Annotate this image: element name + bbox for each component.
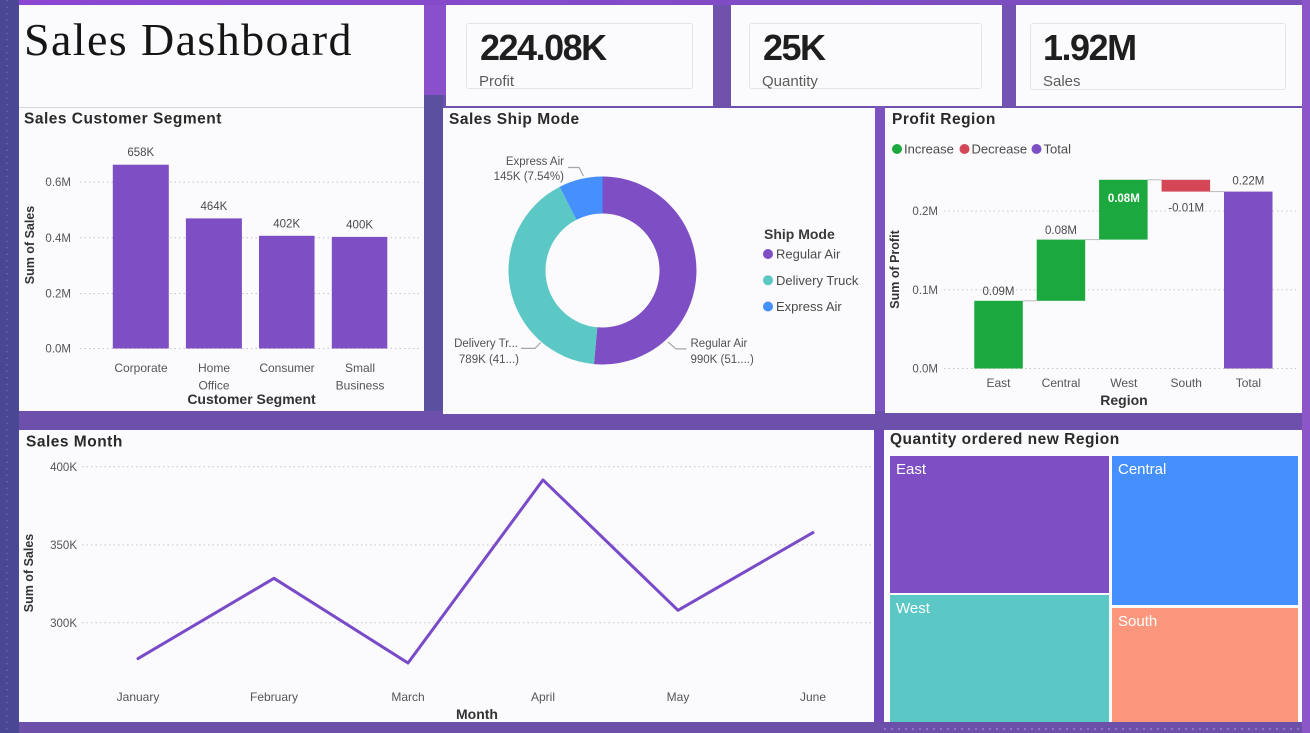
svg-text:402K: 402K bbox=[273, 219, 300, 231]
svg-text:Sum of Sales: Sum of Sales bbox=[23, 206, 37, 285]
svg-text:Corporate: Corporate bbox=[114, 361, 168, 375]
svg-text:0.6M: 0.6M bbox=[45, 177, 71, 189]
svg-text:0.1M: 0.1M bbox=[912, 285, 938, 297]
svg-text:0.22M: 0.22M bbox=[1232, 176, 1264, 188]
svg-text:Month: Month bbox=[456, 706, 498, 722]
svg-text:0.08M: 0.08M bbox=[1045, 225, 1077, 237]
svg-text:West: West bbox=[1110, 376, 1138, 390]
svg-text:0.09M: 0.09M bbox=[983, 286, 1015, 298]
svg-text:300K: 300K bbox=[50, 618, 77, 630]
svg-text:Express Air: Express Air bbox=[776, 299, 842, 314]
svg-text:Business: Business bbox=[336, 379, 385, 393]
svg-text:April: April bbox=[531, 690, 555, 704]
svg-text:Sales Customer Segment: Sales Customer Segment bbox=[24, 111, 222, 128]
svg-text:Regular Air: Regular Air bbox=[776, 247, 841, 262]
svg-text:Decrease: Decrease bbox=[972, 142, 1028, 157]
svg-text:Delivery Truck: Delivery Truck bbox=[776, 273, 859, 288]
svg-text:February: February bbox=[250, 690, 298, 704]
svg-text:Express Air: Express Air bbox=[506, 156, 564, 168]
svg-text:Sales Month: Sales Month bbox=[26, 434, 123, 451]
svg-text:Home: Home bbox=[198, 361, 230, 375]
svg-text:Increase: Increase bbox=[904, 142, 954, 157]
svg-text:January: January bbox=[117, 690, 160, 704]
svg-text:Total: Total bbox=[1044, 142, 1072, 157]
svg-text:Office: Office bbox=[198, 379, 229, 393]
svg-text:Ship Mode: Ship Mode bbox=[764, 226, 835, 242]
svg-text:0.08M: 0.08M bbox=[1108, 193, 1140, 205]
svg-text:400K: 400K bbox=[346, 220, 373, 232]
svg-text:Region: Region bbox=[1100, 392, 1147, 408]
svg-text:Profit Region: Profit Region bbox=[892, 111, 996, 128]
svg-text:June: June bbox=[800, 690, 826, 704]
svg-text:0.0M: 0.0M bbox=[45, 344, 71, 356]
svg-text:Sales Ship Mode: Sales Ship Mode bbox=[449, 111, 580, 128]
svg-text:Customer Segment: Customer Segment bbox=[187, 391, 316, 407]
svg-text:145K (7.54%): 145K (7.54%) bbox=[494, 171, 564, 183]
svg-text:Regular Air: Regular Air bbox=[691, 338, 748, 350]
svg-text:March: March bbox=[391, 690, 424, 704]
svg-text:May: May bbox=[667, 690, 690, 704]
svg-text:464K: 464K bbox=[200, 201, 227, 213]
svg-text:658K: 658K bbox=[127, 147, 154, 159]
svg-text:Delivery Tr...: Delivery Tr... bbox=[454, 338, 518, 350]
svg-text:350K: 350K bbox=[50, 540, 77, 552]
svg-text:0.0M: 0.0M bbox=[912, 364, 938, 376]
svg-text:South: South bbox=[1171, 376, 1202, 390]
svg-text:Sum of Profit: Sum of Profit bbox=[888, 229, 902, 308]
svg-text:400K: 400K bbox=[50, 462, 77, 474]
svg-text:990K (51....): 990K (51....) bbox=[691, 354, 754, 366]
svg-text:0.2M: 0.2M bbox=[912, 206, 938, 218]
svg-text:789K (41...): 789K (41...) bbox=[459, 354, 519, 366]
svg-text:0.4M: 0.4M bbox=[45, 233, 71, 245]
svg-text:East: East bbox=[986, 376, 1011, 390]
svg-text:0.2M: 0.2M bbox=[45, 289, 71, 301]
svg-text:Small: Small bbox=[345, 361, 375, 375]
svg-text:Total: Total bbox=[1236, 376, 1261, 390]
svg-text:Central: Central bbox=[1042, 376, 1081, 390]
svg-text:-0.01M: -0.01M bbox=[1168, 203, 1204, 215]
svg-text:Consumer: Consumer bbox=[259, 361, 314, 375]
svg-text:Sum of Sales: Sum of Sales bbox=[22, 534, 36, 613]
